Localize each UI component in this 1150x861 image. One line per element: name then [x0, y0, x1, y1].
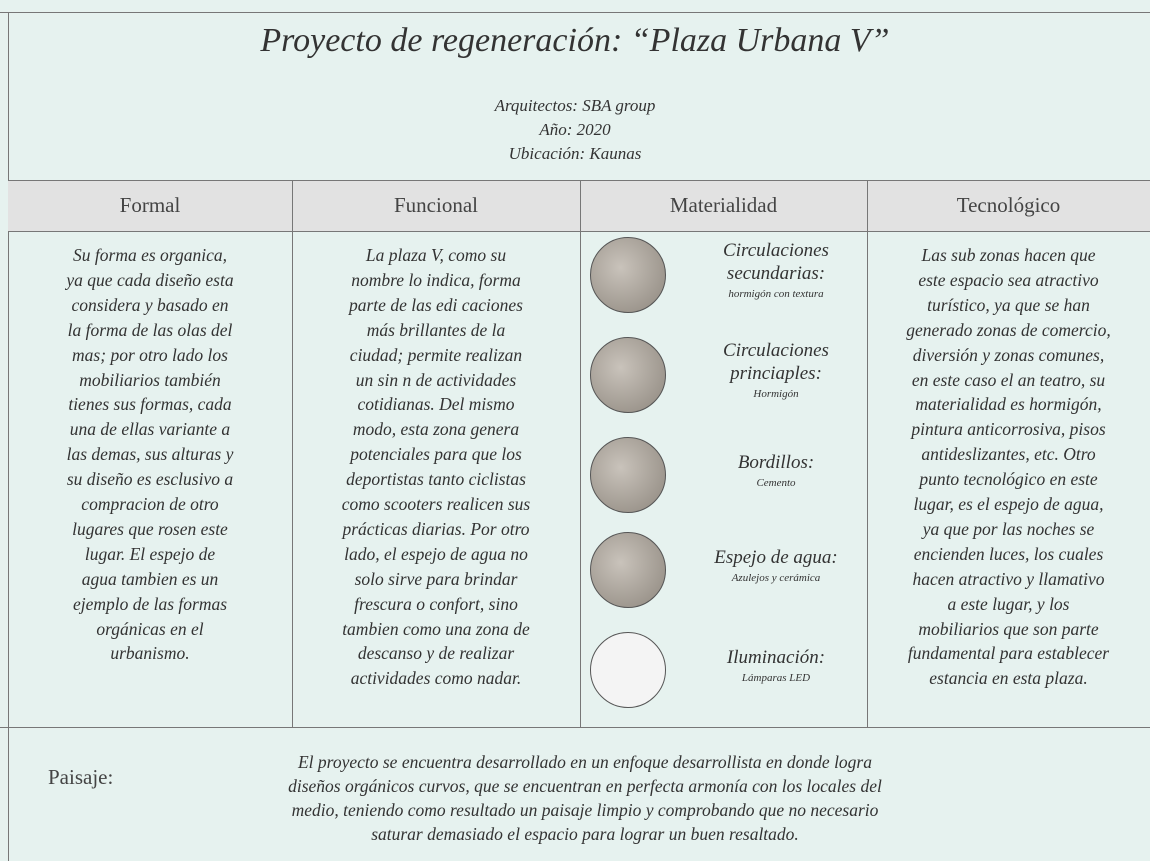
cell-text: mobiliarios también — [79, 369, 221, 390]
material-type: Hormigón — [753, 388, 799, 400]
cell-text: las demas, sus alturas y — [66, 444, 234, 465]
cell-text: lado, el espejo de agua no — [344, 543, 528, 564]
material-title: princiaples: — [730, 363, 822, 384]
cell-text: compracion de otro — [81, 494, 219, 514]
cell-text: actividades como nadar. — [350, 668, 522, 689]
cell-text: a este lugar, y los — [947, 593, 1070, 614]
cell-text: agua tambien es un — [81, 568, 219, 589]
cell-text: nombre lo indica, forma — [351, 269, 521, 290]
cell-text: lugar. El espejo de — [84, 543, 216, 564]
cell-text: modo, esta zona genera — [352, 419, 520, 440]
material-photo — [590, 437, 666, 513]
material-photo — [590, 532, 666, 608]
cell-text: una de ellas variante a — [69, 419, 231, 440]
column-divider — [292, 180, 293, 727]
cell-text: La plaza V, como su — [365, 245, 507, 265]
footer-label: Paisaje: — [48, 765, 114, 789]
material-photo — [590, 237, 666, 313]
column-divider — [867, 180, 868, 727]
material-title: secundarias: — [726, 263, 826, 284]
cell-text: pintura anticorrosiva, pisos — [911, 419, 1106, 440]
column-header: Materialidad — [669, 193, 778, 217]
column-header: Funcional — [394, 193, 478, 217]
title: Proyecto de regeneración: “Plaza Urbana … — [260, 22, 890, 59]
cell-text: tambien como una zona de — [342, 618, 530, 639]
cell-text: diversión y zonas comunes, — [912, 344, 1105, 365]
cell-text: su diseño es esclusivo a — [66, 469, 234, 490]
cell-text: urbanismo. — [110, 643, 190, 664]
cell-text: este espacio sea atractivo — [918, 269, 1099, 290]
cell-text: generado zonas de comercio, — [906, 319, 1111, 340]
cell-text: mas; por otro lado los — [72, 344, 228, 365]
material-type: Cemento — [756, 476, 796, 489]
top-border — [0, 12, 1150, 13]
column-header: Formal — [119, 193, 181, 217]
header-row — [8, 180, 1150, 232]
cell-text: estancia en esta plaza. — [929, 668, 1088, 689]
cell-text: potenciales para que los — [350, 444, 522, 465]
cell-text: en este caso el an teatro, su — [911, 369, 1106, 390]
cell-text: orgánicas en el — [96, 618, 204, 639]
material-type: Lámparas LED — [741, 671, 811, 684]
material-photo — [590, 632, 666, 708]
cell-text: ya que cada diseño esta — [66, 269, 234, 290]
cell-text: Las sub zonas hacen que — [921, 245, 1096, 265]
cell-text: la forma de las olas del — [67, 319, 233, 340]
project-detail: Ubicación: Kaunas — [508, 144, 642, 163]
material-type: hormigón con textura — [728, 288, 824, 300]
cell-text: lugares que rosen este — [72, 518, 228, 539]
project-detail: Año: 2020 — [539, 120, 611, 139]
cell-text: fundamental para establecer — [907, 643, 1110, 664]
cell-text: más brillantes de la — [366, 319, 506, 340]
cell-text: mobiliarios que son parte — [918, 618, 1099, 639]
cell-text: parte de las edi caciones — [349, 294, 523, 315]
footer-text: diseños orgánicos curvos, que se encuent… — [288, 776, 882, 796]
cell-text: ejemplo de las formas — [72, 593, 228, 614]
column-divider — [580, 180, 581, 727]
cell-text: punto tecnológico en este — [919, 469, 1098, 490]
material-title: Circulaciones — [723, 240, 829, 261]
material-title: Bordillos: — [737, 451, 815, 473]
cell-text: frescura o confort, sino — [354, 593, 518, 614]
cell-text: ya que por las noches se — [922, 518, 1095, 539]
cell-text: lugar, es el espejo de agua, — [913, 494, 1104, 514]
footer — [0, 727, 1150, 861]
cell-text: turístico, ya que se han — [927, 294, 1090, 315]
cell-text: ciudad; permite realizan — [349, 344, 523, 365]
material-type: Azulejos y cerámica — [731, 571, 821, 584]
footer-text: saturar demasiado el espacio para lograr… — [371, 824, 799, 844]
material-title: Espejo de agua: — [714, 546, 838, 568]
cell-text: considera y basado en — [71, 294, 229, 315]
cell-text: deportistas tanto ciclistas — [346, 469, 526, 490]
cell-text: solo sirve para brindar — [354, 568, 518, 589]
material-photo — [590, 337, 666, 413]
cell-text: prácticas diarias. Por otro — [342, 518, 530, 539]
cell-text: un sin n de actividades — [355, 369, 517, 390]
cell-text: materialidad es hormigón, — [915, 394, 1102, 415]
cell-text: Su forma es organica, — [73, 245, 227, 265]
cell-text: tienes sus formas, cada — [68, 394, 232, 415]
column-header: Tecnológico — [956, 193, 1061, 217]
footer-text: medio, teniendo como resultado un paisaj… — [291, 800, 879, 820]
footer-text: El proyecto se encuentra desarrollado en… — [297, 752, 872, 772]
project-detail: Arquitectos: SBA group — [494, 96, 656, 115]
cell-text: cotidianas. Del mismo — [357, 394, 515, 415]
left-border — [8, 12, 9, 861]
cell-text: descanso y de realizar — [357, 643, 515, 664]
cell-text: antideslizantes, etc. Otro — [921, 444, 1096, 465]
cell-text: encienden luces, los cuales — [913, 543, 1104, 564]
material-title: Circulaciones — [723, 340, 829, 361]
cell-text: como scooters realicen sus — [341, 494, 531, 514]
cell-text: hacen atractivo y llamativo — [912, 568, 1105, 589]
material-title: Iluminación: — [726, 646, 826, 668]
